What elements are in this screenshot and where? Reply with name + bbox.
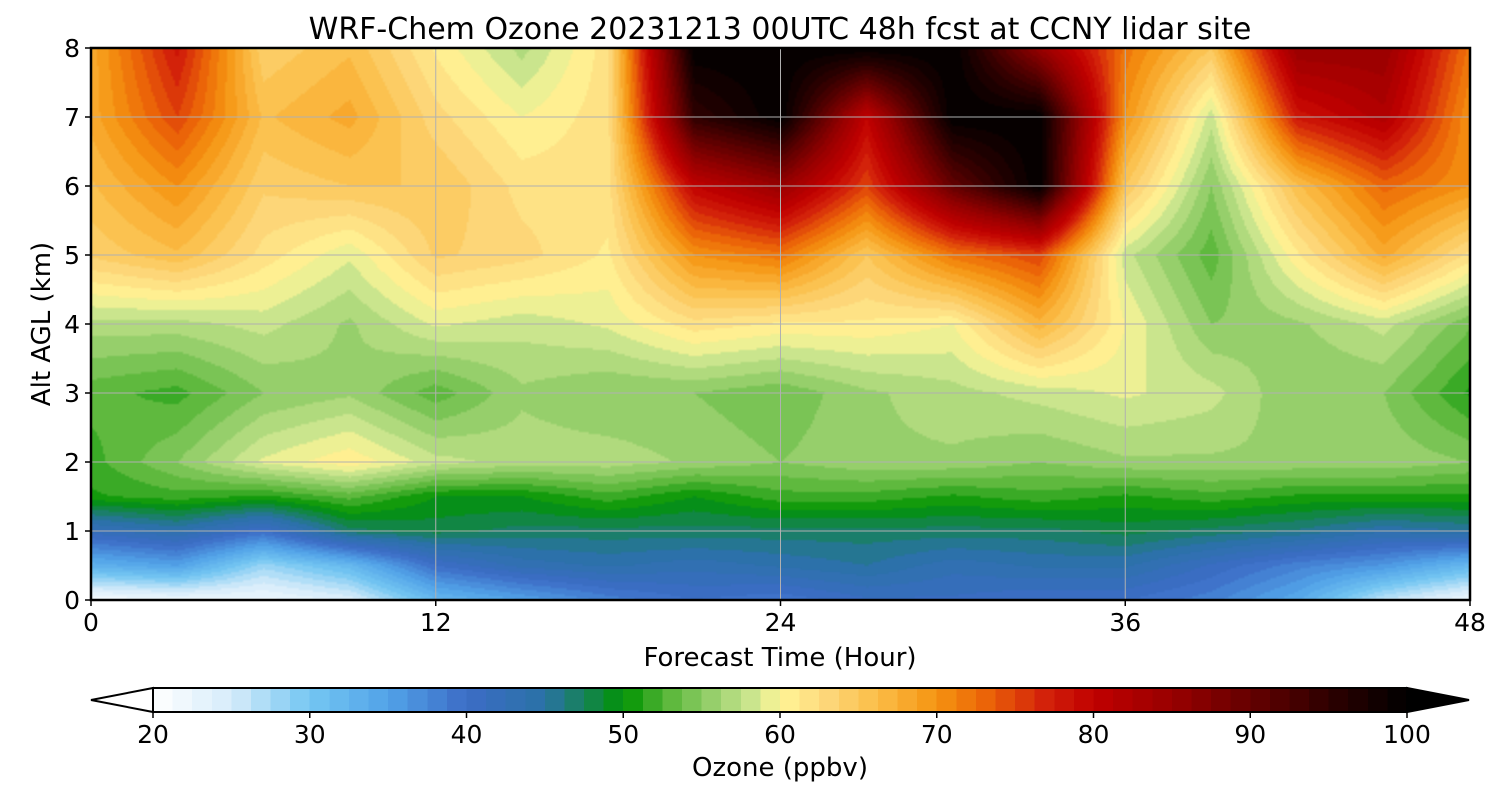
y-tick-label: 6 [64,172,80,201]
y-tick-label: 4 [64,310,80,339]
colorbar-label: Ozone (ppbv) [692,753,868,783]
colorbar-tick-label: 20 [137,720,169,749]
x-tick-label: 0 [83,608,99,637]
colorbar-ticks: 20 30 40 50 60 70 80 90 100 [137,712,1431,749]
colorbar: 20 30 40 50 60 70 80 90 100 Ozone (ppbv) [90,686,1470,783]
y-tick-label: 7 [64,103,80,132]
y-axis-ticks: 0 1 2 3 4 5 6 7 8 [64,34,91,615]
x-tick-label: 36 [1109,608,1141,637]
y-axis-label: Alt AGL (km) [27,242,57,406]
colorbar-tick-label: 100 [1383,720,1431,749]
grid-lines [91,48,1470,600]
colorbar-tick-label: 50 [607,720,639,749]
colorbar-gradient [152,687,1408,713]
y-tick-label: 3 [64,379,80,408]
x-tick-label: 12 [420,608,452,637]
x-tick-label: 48 [1454,608,1486,637]
colorbar-tick-label: 30 [294,720,326,749]
y-tick-label: 2 [64,448,80,477]
colorbar-tick-label: 80 [1078,720,1110,749]
x-axis-label: Forecast Time (Hour) [643,643,916,673]
y-tick-label: 5 [64,241,80,270]
colorbar-lower-extension [90,686,154,714]
y-tick-label: 0 [64,586,80,615]
y-tick-label: 1 [64,517,80,546]
colorbar-tick-label: 60 [764,720,796,749]
y-tick-label: 8 [64,34,80,63]
x-axis-ticks: 0 12 24 36 48 [83,600,1486,637]
colorbar-tick-label: 40 [451,720,483,749]
colorbar-upper-extension [1406,686,1470,714]
colorbar-tick-label: 90 [1234,720,1266,749]
colorbar-tick-label: 70 [921,720,953,749]
chart-title: WRF-Chem Ozone 20231213 00UTC 48h fcst a… [309,12,1252,47]
x-tick-label: 24 [765,608,797,637]
